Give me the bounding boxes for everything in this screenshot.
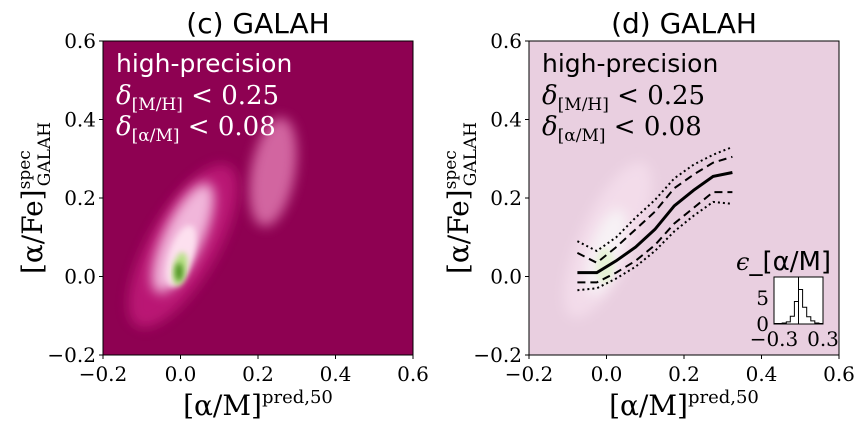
panel-d-inset-xtick-label: −0.3 <box>750 327 799 351</box>
panel-d-delta2-relation: < 0.08 <box>606 112 702 142</box>
panel-d-running-stats <box>576 146 733 292</box>
panel-d-xtick-label: 0.4 <box>746 362 778 386</box>
panel-c-ticks: −0.2 0.0 0.2 0.4 0.6 −0.2 0.0 0.2 0.4 0.6 <box>47 29 428 386</box>
panel-d-inset: ϵ_[α/M] −0.3 0.3 05 <box>736 247 839 351</box>
panel-d: (d) GALAH −0.2 0.0 0.2 0.4 0.6 −0.2 0.0 0.2 0.4 0… <box>441 7 855 422</box>
panel-d-ylabel-main: [α/Fe] <box>442 189 475 274</box>
panel-d-xtick-label: 0.0 <box>591 362 623 386</box>
panel-d-inset-xtick-label: 0.3 <box>807 327 839 351</box>
panel-c-xtick-label: 0.6 <box>397 362 429 386</box>
panel-c-annotation-line3: δ[α/M] < 0.08 <box>116 112 276 146</box>
panel-d-delta2-subscript: [α/M] <box>558 126 606 146</box>
panel-d-inset-title-symbol: ϵ <box>736 248 749 276</box>
panel-c-title: (c) GALAH <box>186 7 329 40</box>
panel-d-curve-p02-dotted <box>577 200 733 292</box>
panel-c-xtick-label: 0.4 <box>320 362 352 386</box>
panel-c-xlabel-main: [α/M] <box>183 389 262 422</box>
panel-c-xtick-label: 0.2 <box>242 362 274 386</box>
panel-d-xtick-label: 0.2 <box>668 362 700 386</box>
panel-c-ytick-label: 0.6 <box>64 29 96 53</box>
panel-d-curve-p84-dashed <box>576 155 733 264</box>
panel-c-delta-symbol: δ <box>116 81 132 111</box>
panel-c-xtick-label: 0.0 <box>165 362 197 386</box>
panel-d-xtick-label: 0.6 <box>823 362 855 386</box>
panel-c-delta-relation: < 0.25 <box>183 81 279 111</box>
panel-c-ylabel-sub: GALAH <box>35 122 55 186</box>
panel-c-ytick-label: −0.2 <box>47 343 96 367</box>
panel-c-delta2-subscript: [α/M] <box>132 126 180 146</box>
panel-d-inset-ytick-label: 5 <box>756 286 769 310</box>
panel-c-delta2-symbol: δ <box>116 112 132 142</box>
panel-c-ylabel-main: [α/Fe] <box>16 189 49 274</box>
panel-d-inset-title-rest: _[α/M] <box>748 247 831 277</box>
panel-d-delta-relation: < 0.25 <box>609 81 705 111</box>
panel-d-xlabel-sup: pred,50 <box>688 387 759 408</box>
panel-c-xlabel: [α/M]pred,50 <box>183 387 333 422</box>
panel-d-ytick-label: 0.0 <box>490 265 522 289</box>
panel-c-density-blobs <box>128 117 297 328</box>
panel-d-xlabel: [α/M]pred,50 <box>609 387 759 422</box>
panel-d-inset-title: ϵ_[α/M] <box>736 247 831 277</box>
panel-d-annotation: high-precision δ[M/H] < 0.25 δ[α/M] < 0.… <box>542 49 718 146</box>
panel-c-ylabel-sup: spec <box>15 150 35 189</box>
panel-c-ytick-label: 0.0 <box>64 265 96 289</box>
panel-c-annotation-line1: high-precision <box>116 49 292 78</box>
panel-d-delta-subscript: [M/H] <box>558 95 609 115</box>
panel-c-annotation: high-precision δ[M/H] < 0.25 δ[α/M] < 0.… <box>116 49 292 146</box>
panel-c-delta2-relation: < 0.08 <box>180 112 276 142</box>
panel-d-annotation-line3: δ[α/M] < 0.08 <box>542 112 702 146</box>
panel-d-curve-p98-dotted <box>576 146 733 253</box>
panel-d-delta-symbol: δ <box>542 81 558 111</box>
panel-d-ytick-label: 0.2 <box>490 186 522 210</box>
panel-d-ylabel-sub: GALAH <box>461 122 481 186</box>
panel-d-ytick-label: −0.2 <box>473 343 522 367</box>
panel-d-inset-ticks: −0.3 0.3 05 <box>750 286 839 351</box>
panel-c-density-peak <box>175 263 183 281</box>
panel-d-ylabel: [α/Fe]specGALAH <box>441 122 481 274</box>
panel-d-title: (d) GALAH <box>611 7 757 40</box>
panel-d-ytick-label: 0.6 <box>490 29 522 53</box>
panel-c-delta-subscript: [M/H] <box>132 95 183 115</box>
panel-d-annotation-line2: δ[M/H] < 0.25 <box>542 81 705 115</box>
panel-d-curve-median-solid <box>577 171 733 275</box>
panel-d-inset-histogram <box>773 277 824 324</box>
panel-c-ytick-label: 0.2 <box>64 186 96 210</box>
panel-c-xlabel-sup: pred,50 <box>262 387 333 408</box>
panel-c-xtick-label: −0.2 <box>79 362 128 386</box>
panel-d-inset-ytick-label: 0 <box>756 312 769 336</box>
panel-d-xlabel-main: [α/M] <box>609 389 688 422</box>
panel-d-ticks: −0.2 0.0 0.2 0.4 0.6 −0.2 0.0 0.2 0.4 0.6 <box>473 29 854 386</box>
panel-d-curve-p16-dashed <box>577 191 733 284</box>
panel-d-delta2-symbol: δ <box>542 112 558 142</box>
panel-d-annotation-line1: high-precision <box>542 49 718 78</box>
panel-c-annotation-line2: δ[M/H] < 0.25 <box>116 81 279 115</box>
panel-c-ytick-label: 0.4 <box>64 108 96 132</box>
panel-d-ylabel-sup: spec <box>441 150 461 189</box>
panel-c-ylabel: [α/Fe]specGALAH <box>15 122 55 274</box>
panel-c: (c) GALAH −0.2 0.0 0.2 0.4 0.6 −0.2 0.0 0.2 0.4 0… <box>15 7 429 422</box>
panel-c-density-alpharich <box>249 117 297 227</box>
panel-d-ytick-label: 0.4 <box>490 108 522 132</box>
panel-d-xtick-label: −0.2 <box>505 362 554 386</box>
